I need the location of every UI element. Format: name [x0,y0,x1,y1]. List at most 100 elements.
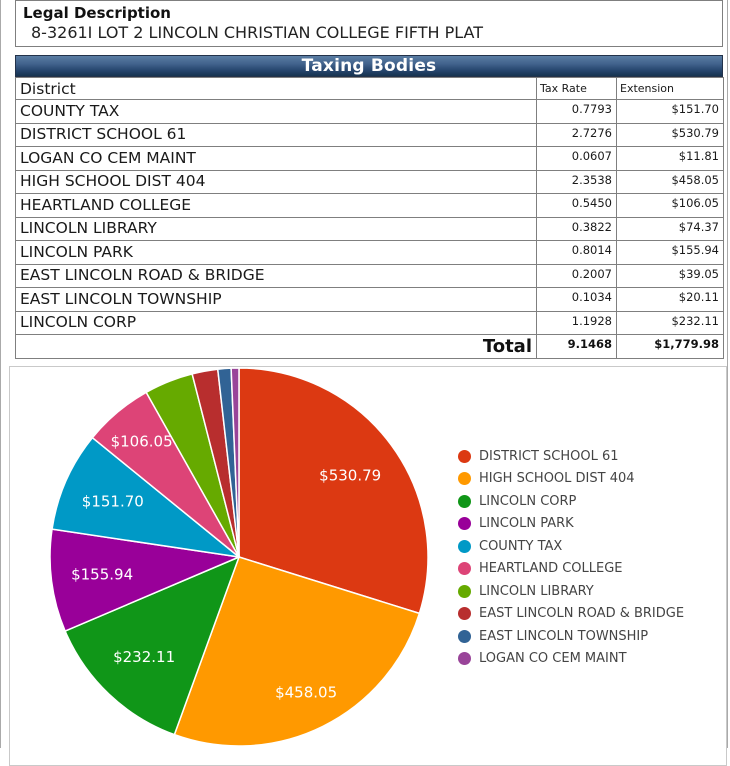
pie-slice-label: $232.11 [113,648,175,666]
extension-cell: $20.11 [616,287,724,312]
legend-label: COUNTY TAX [479,538,563,554]
column-header-tax-rate: Tax Rate [536,77,617,100]
extension-cell: $232.11 [616,310,724,335]
legend-label: LINCOLN LIBRARY [479,583,594,599]
extension-cell: $39.05 [616,263,724,288]
column-header-district: District [15,77,537,100]
tax-rate-cell: 0.5450 [536,193,617,218]
table-row: COUNTY TAX 0.7793 $151.70 [15,99,724,124]
legend-label: LOGAN CO CEM MAINT [479,651,627,667]
legend-label: EAST LINCOLN TOWNSHIP [479,628,649,644]
taxing-bodies-section: Taxing Bodies District Tax Rate Extensio… [15,55,724,359]
pie-chart: $530.79 $458.05 $232.11 $155.94 $151.70 $106.… [49,367,429,747]
total-extension: $1,779.98 [616,334,724,359]
legend-item-heartland-college[interactable]: HEARTLAND COLLEGE [458,558,684,581]
district-cell: DISTRICT SCHOOL 61 [15,122,537,147]
pie-slice-lincoln-park[interactable] [49,528,240,632]
table-row: LOGAN CO CEM MAINT 0.0607 $11.81 [15,146,724,171]
taxing-bodies-rows: COUNTY TAX 0.7793 $151.70 DISTRICT SCHOOL 6… [15,99,724,335]
legend-color-dot [458,494,471,508]
table-row: EAST LINCOLN TOWNSHIP 0.1034 $20.11 [15,287,724,312]
tax-rate-cell: 1.1928 [536,310,617,335]
taxing-bodies-table: District Tax Rate Extension COUNTY TAX 0.… [15,77,724,359]
legal-description-box: Legal Description 8-3261I LOT 2 LINCOLN … [15,0,723,47]
district-cell: LINCOLN PARK [15,240,537,265]
legend-label: LINCOLN CORP [479,493,577,509]
pie-slice-label: $155.94 [71,566,133,584]
extension-cell: $106.05 [616,193,724,218]
legend-label: HIGH SCHOOL DIST 404 [479,471,635,487]
pie-slice-label: $106.05 [111,432,173,450]
district-cell: HIGH SCHOOL DIST 404 [15,169,537,194]
tax-rate-cell: 0.2007 [536,263,617,288]
pie-slice-county-tax[interactable] [51,436,240,558]
tax-rate-cell: 2.7276 [536,122,617,147]
tax-distribution-chart: $530.79 $458.05 $232.11 $155.94 $151.70 $106.… [9,366,727,766]
tax-rate-cell: 0.3822 [536,216,617,241]
column-header-extension: Extension [616,77,724,100]
legend-item-district-school-61[interactable]: DISTRICT SCHOOL 61 [458,445,684,468]
tax-rate-cell: 0.1034 [536,287,617,312]
table-total-row: Total 9.1468 $1,779.98 [15,334,724,359]
pie-slice-label: $458.05 [275,684,337,702]
extension-cell: $530.79 [616,122,724,147]
tax-rate-cell: 0.8014 [536,240,617,265]
legend-color-dot [458,607,471,621]
district-cell: HEARTLAND COLLEGE [15,193,537,218]
table-row: DISTRICT SCHOOL 61 2.7276 $530.79 [15,122,724,147]
district-cell: LOGAN CO CEM MAINT [15,146,537,171]
district-cell: COUNTY TAX [15,99,537,124]
legal-description-title: Legal Description [23,4,171,22]
legend-label: HEARTLAND COLLEGE [479,561,623,577]
pie-slice-logan-co-cem-maint[interactable] [230,367,240,558]
pie-slice-lincoln-corp[interactable] [64,556,240,736]
tax-rate-cell: 0.7793 [536,99,617,124]
legend-item-east-lincoln-township[interactable]: EAST LINCOLN TOWNSHIP [458,625,684,648]
legend-item-lincoln-corp[interactable]: LINCOLN CORP [458,490,684,513]
district-cell: LINCOLN CORP [15,310,537,335]
taxing-bodies-titlebar: Taxing Bodies [15,55,723,77]
extension-cell: $155.94 [616,240,724,265]
district-cell: LINCOLN LIBRARY [15,216,537,241]
table-row: HEARTLAND COLLEGE 0.5450 $106.05 [15,193,724,218]
legend-item-high-school-dist-404[interactable]: HIGH SCHOOL DIST 404 [458,468,684,491]
legend-item-logan-co-cem-maint[interactable]: LOGAN CO CEM MAINT [458,648,684,671]
table-row: HIGH SCHOOL DIST 404 2.3538 $458.05 [15,169,724,194]
legend-color-dot [458,652,471,666]
tax-rate-cell: 2.3538 [536,169,617,194]
legend-label: LINCOLN PARK [479,516,574,532]
extension-cell: $74.37 [616,216,724,241]
extension-cell: $151.70 [616,99,724,124]
legend-item-county-tax[interactable]: COUNTY TAX [458,535,684,558]
legend-color-dot [458,629,471,643]
total-label: Total [15,334,537,359]
legend-item-lincoln-library[interactable]: LINCOLN LIBRARY [458,580,684,603]
table-row: LINCOLN LIBRARY 0.3822 $74.37 [15,216,724,241]
tax-rate-cell: 0.0607 [536,146,617,171]
table-row: LINCOLN PARK 0.8014 $155.94 [15,240,724,265]
legend-color-dot [458,539,471,553]
chart-legend: DISTRICT SCHOOL 61 HIGH SCHOOL DIST 404 LI… [458,445,684,670]
legend-label: DISTRICT SCHOOL 61 [479,448,619,464]
pie-slice-district-school-61[interactable] [238,367,429,615]
pie-slice-label: $151.70 [82,492,144,510]
table-header-row: District Tax Rate Extension [15,77,724,100]
legend-color-dot [458,517,471,531]
legend-item-east-lincoln-road-bridge[interactable]: EAST LINCOLN ROAD & BRIDGE [458,603,684,626]
legend-color-dot [458,472,471,486]
pie-slice-label: $530.79 [319,466,381,484]
extension-cell: $458.05 [616,169,724,194]
legend-color-dot [458,562,471,576]
legend-item-lincoln-park[interactable]: LINCOLN PARK [458,513,684,536]
table-row: EAST LINCOLN ROAD & BRIDGE 0.2007 $39.05 [15,263,724,288]
table-row: LINCOLN CORP 1.1928 $232.11 [15,310,724,335]
legend-color-dot [458,449,471,463]
legend-color-dot [458,584,471,598]
legal-description-value: 8-3261I LOT 2 LINCOLN CHRISTIAN COLLEGE … [31,23,483,42]
total-tax-rate: 9.1468 [536,334,617,359]
district-cell: EAST LINCOLN ROAD & BRIDGE [15,263,537,288]
pie-slice-high-school-dist-404[interactable] [173,556,421,747]
district-cell: EAST LINCOLN TOWNSHIP [15,287,537,312]
legend-label: EAST LINCOLN ROAD & BRIDGE [479,606,685,622]
